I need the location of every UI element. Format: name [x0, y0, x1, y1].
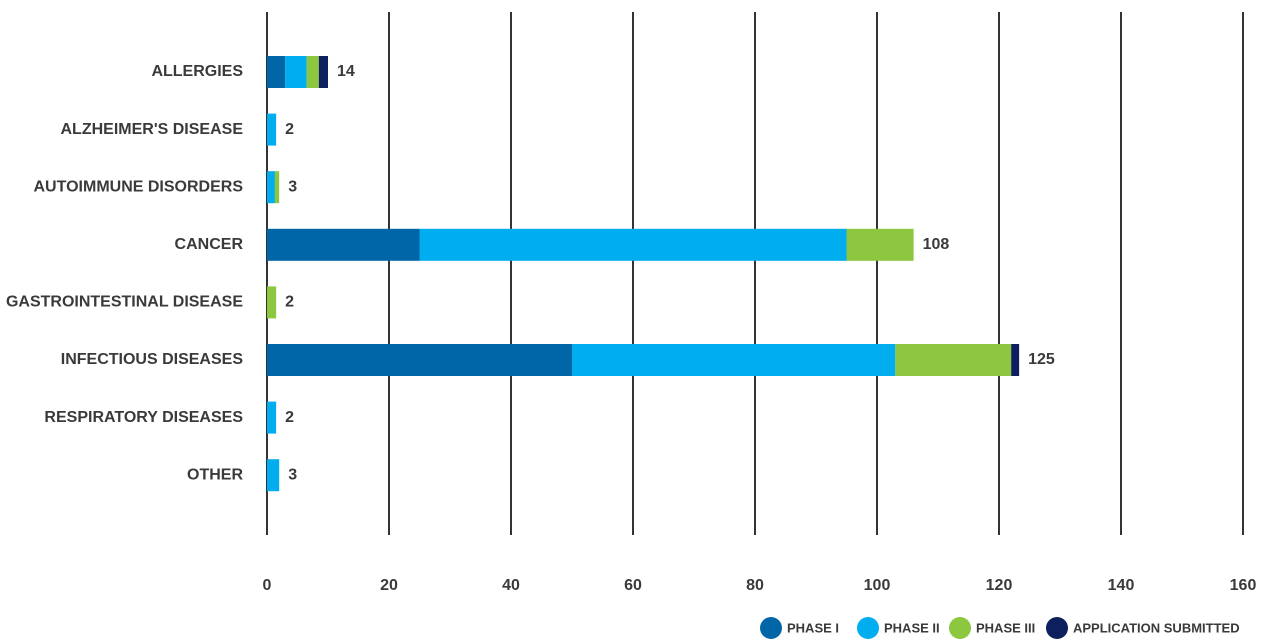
category-label: ALLERGIES: [151, 63, 243, 80]
bar-segment: [267, 286, 277, 319]
legend-swatch: [857, 617, 879, 639]
category-label: ALZHEIMER'S DISEASE: [61, 121, 244, 138]
legend-label: PHASE I: [787, 620, 839, 635]
x-tick-label: 20: [380, 577, 398, 594]
value-label: 2: [285, 121, 294, 138]
value-label: 125: [1028, 351, 1055, 368]
bar-segment: [267, 459, 280, 492]
legend-label: PHASE III: [976, 620, 1035, 635]
bar-segment: [267, 171, 275, 204]
legend-label: APPLICATION SUBMITTED: [1073, 620, 1240, 635]
x-tick-label: 80: [746, 577, 764, 594]
category-label: OTHER: [187, 466, 243, 483]
value-label: 2: [285, 409, 294, 426]
x-tick-label: 100: [864, 577, 891, 594]
bar-segment: [318, 56, 328, 88]
category-label: CANCER: [175, 236, 244, 253]
bar-segment: [1011, 344, 1020, 376]
value-label: 3: [288, 466, 297, 483]
value-label: 108: [923, 236, 950, 253]
value-label: 2: [285, 294, 294, 311]
category-label: RESPIRATORY DISEASES: [44, 409, 243, 426]
bar-segment: [419, 228, 847, 261]
bar-segment: [267, 56, 286, 88]
legend-label: PHASE II: [884, 620, 940, 635]
x-tick-label: 120: [986, 577, 1013, 594]
bar-segment: [274, 171, 280, 204]
bar-segment: [846, 228, 914, 261]
bar-segment: [306, 56, 319, 88]
bar-segment: [267, 113, 277, 146]
x-tick-label: 60: [624, 577, 642, 594]
value-label: 3: [288, 178, 297, 195]
bar-segment: [572, 344, 896, 376]
x-tick-label: 140: [1108, 577, 1135, 594]
legend-swatch: [760, 617, 782, 639]
bar-segment: [267, 401, 277, 434]
bar-segment: [267, 344, 572, 376]
value-label: 14: [337, 63, 355, 80]
legend-swatch: [949, 617, 971, 639]
category-label: GASTROINTESTINAL DISEASE: [6, 294, 243, 311]
bar-segment: [267, 228, 420, 261]
x-tick-label: 160: [1230, 577, 1257, 594]
x-tick-label: 40: [502, 577, 520, 594]
x-tick-label: 0: [263, 577, 272, 594]
legend-swatch: [1046, 617, 1068, 639]
category-label: INFECTIOUS DISEASES: [61, 351, 244, 368]
bar-segment: [285, 56, 307, 88]
category-label: AUTOIMMUNE DISORDERS: [34, 178, 244, 195]
bar-segment: [895, 344, 1012, 376]
